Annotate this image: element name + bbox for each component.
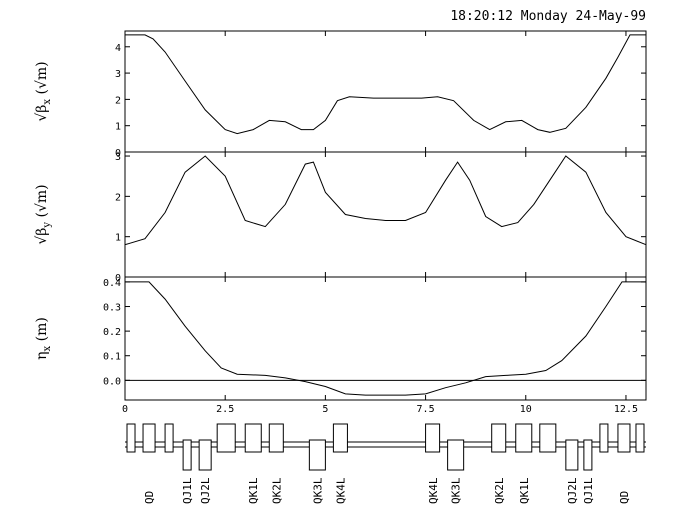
quadrupole-magnet — [491, 423, 507, 453]
y-tick-label: 0.4 — [103, 278, 121, 289]
quadrupole-magnet — [126, 423, 136, 453]
quadrupole-magnet — [599, 423, 609, 453]
panel-2: 0 1 2 3 √βy (√m) — [34, 151, 647, 284]
magnet-label: QJ2L — [199, 477, 212, 504]
y-tick-label: 3 — [115, 69, 121, 80]
x-axis: 0 2.5 5 7.5 10 12.5 — [122, 404, 638, 415]
y-tick-label: 0 — [115, 148, 121, 159]
quadrupole-magnet — [617, 423, 631, 453]
magnet-label: QK4L — [427, 477, 440, 504]
y-tick-label: 1 — [115, 122, 121, 133]
y-axis-label: √βx (√m) — [34, 61, 53, 121]
y-tick-label: 0.0 — [103, 376, 121, 387]
quadrupole-magnet — [425, 423, 441, 453]
y-label-main: η — [34, 351, 50, 359]
magnet-label: QJ1L — [582, 477, 595, 504]
y-tick-label: 0.2 — [103, 327, 121, 338]
x-tick-label: 5 — [322, 404, 328, 415]
quadrupole-magnet — [182, 439, 192, 471]
magnet-label: QK2L — [493, 477, 506, 504]
y-tick-label: 1 — [115, 233, 121, 244]
x-tick-label: 0 — [122, 404, 128, 415]
y-tick-label: 2 — [115, 95, 121, 106]
y-tick-label: 3 — [115, 152, 121, 163]
panel-1: 0 1 2 3 4 √βx (√m) — [34, 30, 647, 159]
quadrupole-magnet — [515, 423, 533, 453]
magnet-label: QK3L — [450, 477, 463, 504]
y-label-sub: y — [42, 222, 53, 229]
y-axis-label: √βy (√m) — [34, 184, 53, 244]
x-tick-label: 10 — [520, 404, 532, 415]
magnet-label: QJ1L — [181, 477, 194, 504]
series-line — [125, 281, 646, 396]
quadrupole-magnet — [583, 439, 593, 471]
magnet-label: QD — [143, 491, 156, 504]
quadrupole-magnet — [142, 423, 156, 453]
x-tick-label: 12.5 — [614, 404, 638, 415]
y-label-sub: x — [42, 345, 53, 351]
panel-frame — [124, 30, 647, 153]
magnet-label: QK1L — [518, 477, 531, 504]
quadrupole-magnet — [308, 439, 326, 471]
series-line — [125, 34, 646, 135]
y-label-main: √β — [34, 105, 50, 122]
y-tick-label: 0 — [115, 273, 121, 284]
quadrupole-magnet — [198, 439, 212, 471]
x-tick-label: 2.5 — [216, 404, 234, 415]
y-axis-label: ηx (m) — [34, 317, 53, 360]
magnet-label: QD — [618, 491, 631, 504]
series-line — [124, 155, 647, 246]
quadrupole-magnet — [332, 423, 348, 453]
panel-frame — [124, 276, 647, 401]
y-tick-label: 4 — [115, 43, 121, 54]
magnet-label: QK3L — [311, 477, 324, 504]
quadrupole-magnet — [565, 439, 579, 471]
x-tick-label: 7.5 — [417, 404, 435, 415]
quadrupole-magnet — [539, 423, 557, 453]
y-label-unit: (m) — [34, 317, 50, 346]
y-label-unit: (√m) — [34, 184, 50, 222]
quadrupole-magnet — [447, 439, 465, 471]
y-label-main: √β — [34, 228, 50, 245]
magnet-label: QJ2L — [566, 477, 579, 504]
timestamp: 18:20:12 Monday 24-May-99 — [450, 9, 646, 24]
y-label-unit: (√m) — [34, 61, 50, 99]
magnet-label: QK4L — [335, 477, 348, 504]
panel-3: 0.0 0.1 0.2 0.3 0.4 ηx (m) — [34, 276, 647, 401]
quadrupole-magnet — [635, 423, 645, 453]
magnet-label: QK2L — [270, 477, 283, 504]
magnet-label: QK1L — [247, 477, 260, 504]
quadrupole-magnet — [268, 423, 284, 453]
quadrupole-magnet — [244, 423, 262, 453]
y-tick-label: 2 — [115, 192, 121, 203]
panel-frame — [124, 151, 647, 278]
quadrupole-magnet — [216, 423, 236, 453]
y-label-sub: x — [42, 99, 53, 105]
quadrupole-magnet — [164, 423, 174, 453]
y-tick-label: 0.1 — [103, 352, 121, 363]
lattice-diagram: QD QJ1L QJ2L QK1L QK2L QK3L QK4L QK4L QK3L QK2L QK… — [125, 423, 646, 504]
y-tick-label: 0.3 — [103, 303, 121, 314]
